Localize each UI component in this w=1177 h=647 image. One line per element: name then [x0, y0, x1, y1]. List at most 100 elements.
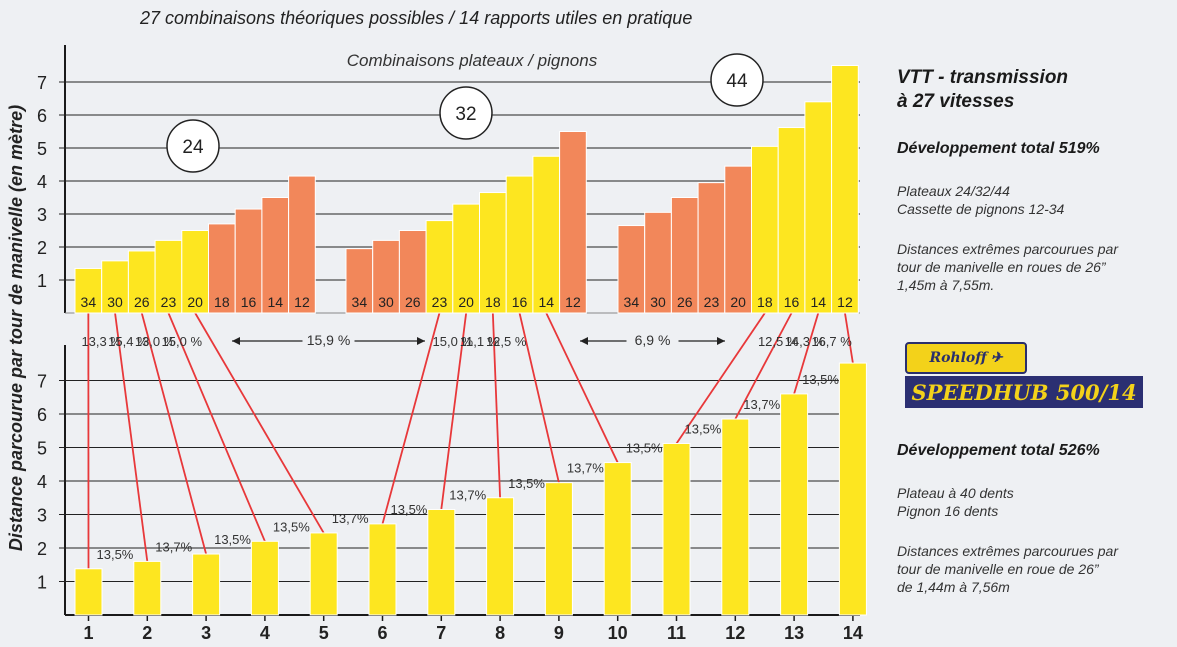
bottom-y-tick-label: 2: [37, 539, 47, 559]
vtt-setup-line-2: Cassette de pignons 12-34: [897, 201, 1065, 217]
gap-label: 15,9 %: [307, 332, 351, 348]
sprocket-label: 16: [241, 294, 257, 310]
sprocket-label: 20: [187, 294, 203, 310]
sprocket-label: 26: [134, 294, 150, 310]
bottom-bar: [603, 462, 632, 616]
gear-number-label: 12: [725, 623, 745, 643]
top-step-label: 13,3 %: [81, 334, 122, 349]
top-bar: [777, 127, 806, 314]
top-bar: [288, 175, 316, 314]
top-step-label: 16,7 %: [811, 334, 852, 349]
chainring-circle: [439, 86, 493, 140]
vtt-distances: Distances extrêmes parcourues par tour d…: [897, 240, 1118, 294]
sprocket-label: 30: [650, 294, 666, 310]
top-y-tick-label: 2: [37, 238, 47, 258]
top-bar: [617, 225, 646, 314]
top-y-tick-label: 3: [37, 205, 47, 225]
gear-mapping-lines: [87, 312, 854, 569]
gear-number-label: 8: [495, 623, 505, 643]
top-bar: [234, 208, 263, 314]
bottom-step-label: 13,5%: [626, 441, 663, 456]
gap-label: 6,9 %: [635, 332, 671, 348]
sprocket-label: 26: [405, 294, 421, 310]
chainring-label: 44: [726, 71, 748, 92]
vtt-distances-line-3: 1,45m à 7,55m.: [897, 277, 995, 293]
bottom-step-label: 13,7%: [743, 397, 780, 412]
top-step-label: 14,3 %: [785, 334, 826, 349]
top-bar: [505, 175, 534, 314]
chainring-label: 32: [455, 104, 476, 125]
sprocket-label: 20: [730, 294, 746, 310]
gap-arrow-head-right: [717, 337, 725, 345]
bottom-y-tick-label: 1: [37, 573, 47, 593]
gear-number-label: 7: [436, 623, 446, 643]
bottom-y-tick-label: 6: [37, 405, 47, 425]
vtt-title-line-2: à 27 vitesses: [897, 91, 1015, 112]
vtt-title: VTT - transmission à 27 vitesses: [897, 66, 1068, 114]
gear-map-line: [844, 312, 854, 364]
bottom-bar: [250, 540, 279, 616]
rohloff-logo-text: Rohloff: [929, 350, 987, 366]
top-step-label: 13,0 %: [135, 334, 176, 349]
bottom-step-label: 13,7%: [155, 539, 192, 554]
top-bar: [559, 131, 587, 314]
bottom-step-label: 13,5%: [214, 532, 251, 547]
hub-distances-line-1: Distances extrêmes parcourues par: [897, 543, 1118, 559]
gear-map-line: [194, 312, 325, 534]
vtt-title-line-1: VTT - transmission: [897, 67, 1069, 88]
gear-number-label: 2: [142, 623, 152, 643]
top-bar: [345, 248, 374, 314]
bird-icon: ✈: [990, 350, 1003, 366]
top-bar: [532, 155, 561, 314]
top-step-label: 15,0 %: [162, 334, 203, 349]
top-step-label: 12,5 %: [486, 334, 527, 349]
hub-setup: Plateau à 40 dents Pignon 16 dents: [897, 484, 1014, 520]
speedhub-logo: SPEEDHUB 500/14: [905, 376, 1143, 408]
top-y-tick-label: 4: [37, 172, 47, 192]
hub-setup-line-2: Pignon 16 dents: [897, 503, 999, 519]
gear-number-label: 6: [377, 623, 387, 643]
gap-arrow-head-left: [232, 337, 240, 345]
gear-number-label: 3: [201, 623, 211, 643]
sprocket-label: 18: [214, 294, 230, 310]
gear-number-label: 5: [319, 623, 329, 643]
gear-number-label: 11: [667, 623, 686, 643]
bottom-bar: [192, 553, 221, 616]
sprocket-label: 16: [512, 294, 528, 310]
y-axis-label: Distance parcourue par tour de manivelle…: [6, 105, 26, 551]
vtt-setup: Plateaux 24/32/44 Cassette de pignons 12…: [897, 182, 1064, 218]
gap-arrow-head-right: [417, 337, 425, 345]
bottom-step-label: 13,7%: [449, 487, 486, 502]
top-bar: [751, 145, 779, 314]
bottom-step-label: 13,5%: [273, 519, 310, 534]
gear-number-label: 9: [554, 623, 564, 643]
hub-distances-line-3: de 1,44m à 7,56m: [897, 579, 1010, 595]
top-bar: [425, 220, 454, 314]
bottom-y-tick-label: 4: [37, 472, 47, 492]
gear-map-line: [734, 312, 793, 420]
gear-map-line: [440, 312, 468, 510]
sprocket-label: 16: [784, 294, 800, 310]
sprocket-label: 12: [837, 294, 853, 310]
gear-map-line: [793, 312, 820, 395]
hub-development: Développement total 526%: [897, 442, 1100, 459]
top-bar: [452, 203, 480, 314]
top-step-label: 12,5 %: [758, 334, 799, 349]
top-bar: [101, 260, 129, 314]
gear-map-line: [491, 312, 501, 498]
vtt-development: Développement total 519%: [897, 140, 1100, 157]
gear-map-line: [545, 312, 619, 463]
sprocket-label: 34: [352, 294, 368, 310]
top-step-label: 15,0 %: [433, 334, 474, 349]
bottom-bar: [368, 523, 397, 616]
top-bar: [181, 230, 210, 314]
gear-number-label: 1: [83, 623, 93, 643]
bottom-bar: [838, 362, 867, 616]
gear-number-label: 10: [608, 623, 628, 643]
gear-number-label: 4: [260, 623, 270, 643]
bottom-step-label: 13,7%: [332, 511, 369, 526]
vtt-distances-line-1: Distances extrêmes parcourues par: [897, 241, 1118, 257]
top-bar: [398, 230, 427, 314]
sprocket-label: 23: [432, 294, 448, 310]
sprocket-label: 12: [294, 294, 310, 310]
